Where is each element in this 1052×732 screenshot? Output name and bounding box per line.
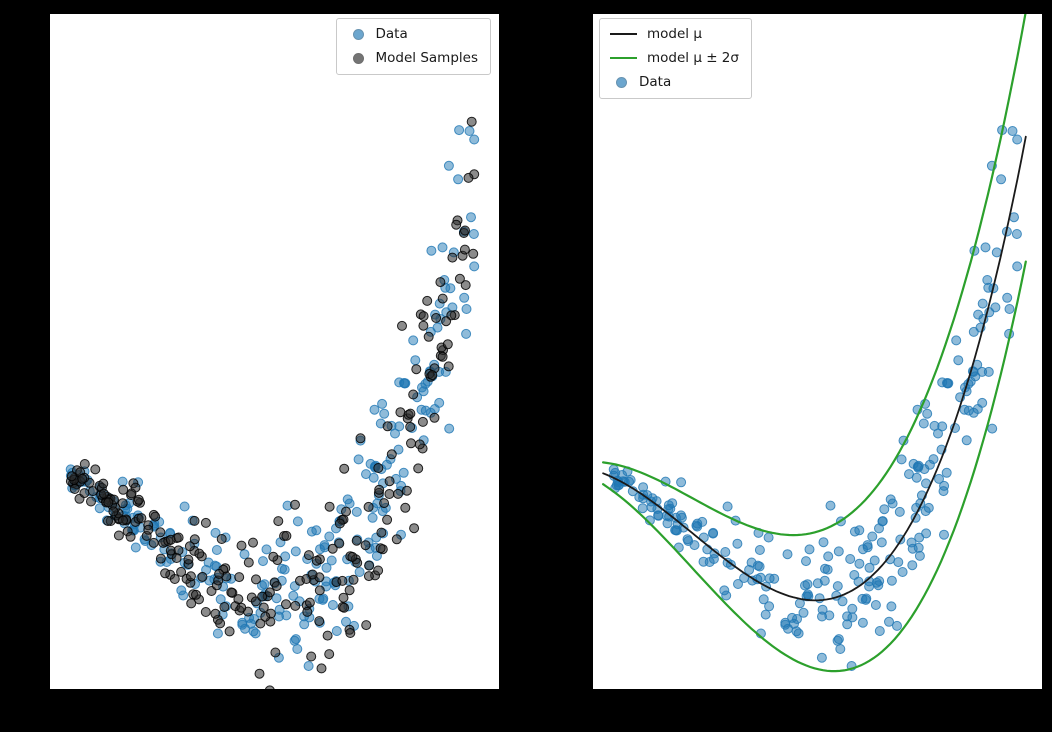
legend-label-model-samples: Model Samples [375,49,478,66]
scatter-marker-icon [352,52,364,64]
legend-entry-model-mu: model μ [610,26,739,43]
legend-label-model-mu: model μ [647,26,702,42]
left-plot-svg [65,116,480,689]
right-plot-svg [602,14,1027,673]
model-2--lower-curve [602,260,1027,673]
line-swatch-icon [610,33,637,36]
left-plot-legend: Data Model Samples [335,18,491,75]
legend-entry-model-samples: Model Samples [347,50,478,67]
right-plot-legend: model μ model μ ± 2σ Data [599,18,752,99]
left-plot: Data Model Samples [49,13,500,690]
scatter-marker-icon [616,76,627,88]
model-2--upper-curve [602,14,1027,537]
right-plot: model μ model μ ± 2σ Data [592,13,1043,690]
legend-entry-model-mu-band: model μ ± 2σ [610,50,739,67]
legend-label-data: Data [639,73,672,90]
legend-label-data: Data [375,26,408,42]
scatter-marker-icon [352,28,364,40]
legend-label-model-mu-band: model μ ± 2σ [647,49,739,66]
data-points [608,125,1023,671]
model--curve [602,135,1027,602]
line-swatch-icon [610,57,637,60]
legend-entry-data: Data [610,74,739,91]
model-samples-points [65,116,480,689]
legend-entry-data: Data [347,26,478,43]
